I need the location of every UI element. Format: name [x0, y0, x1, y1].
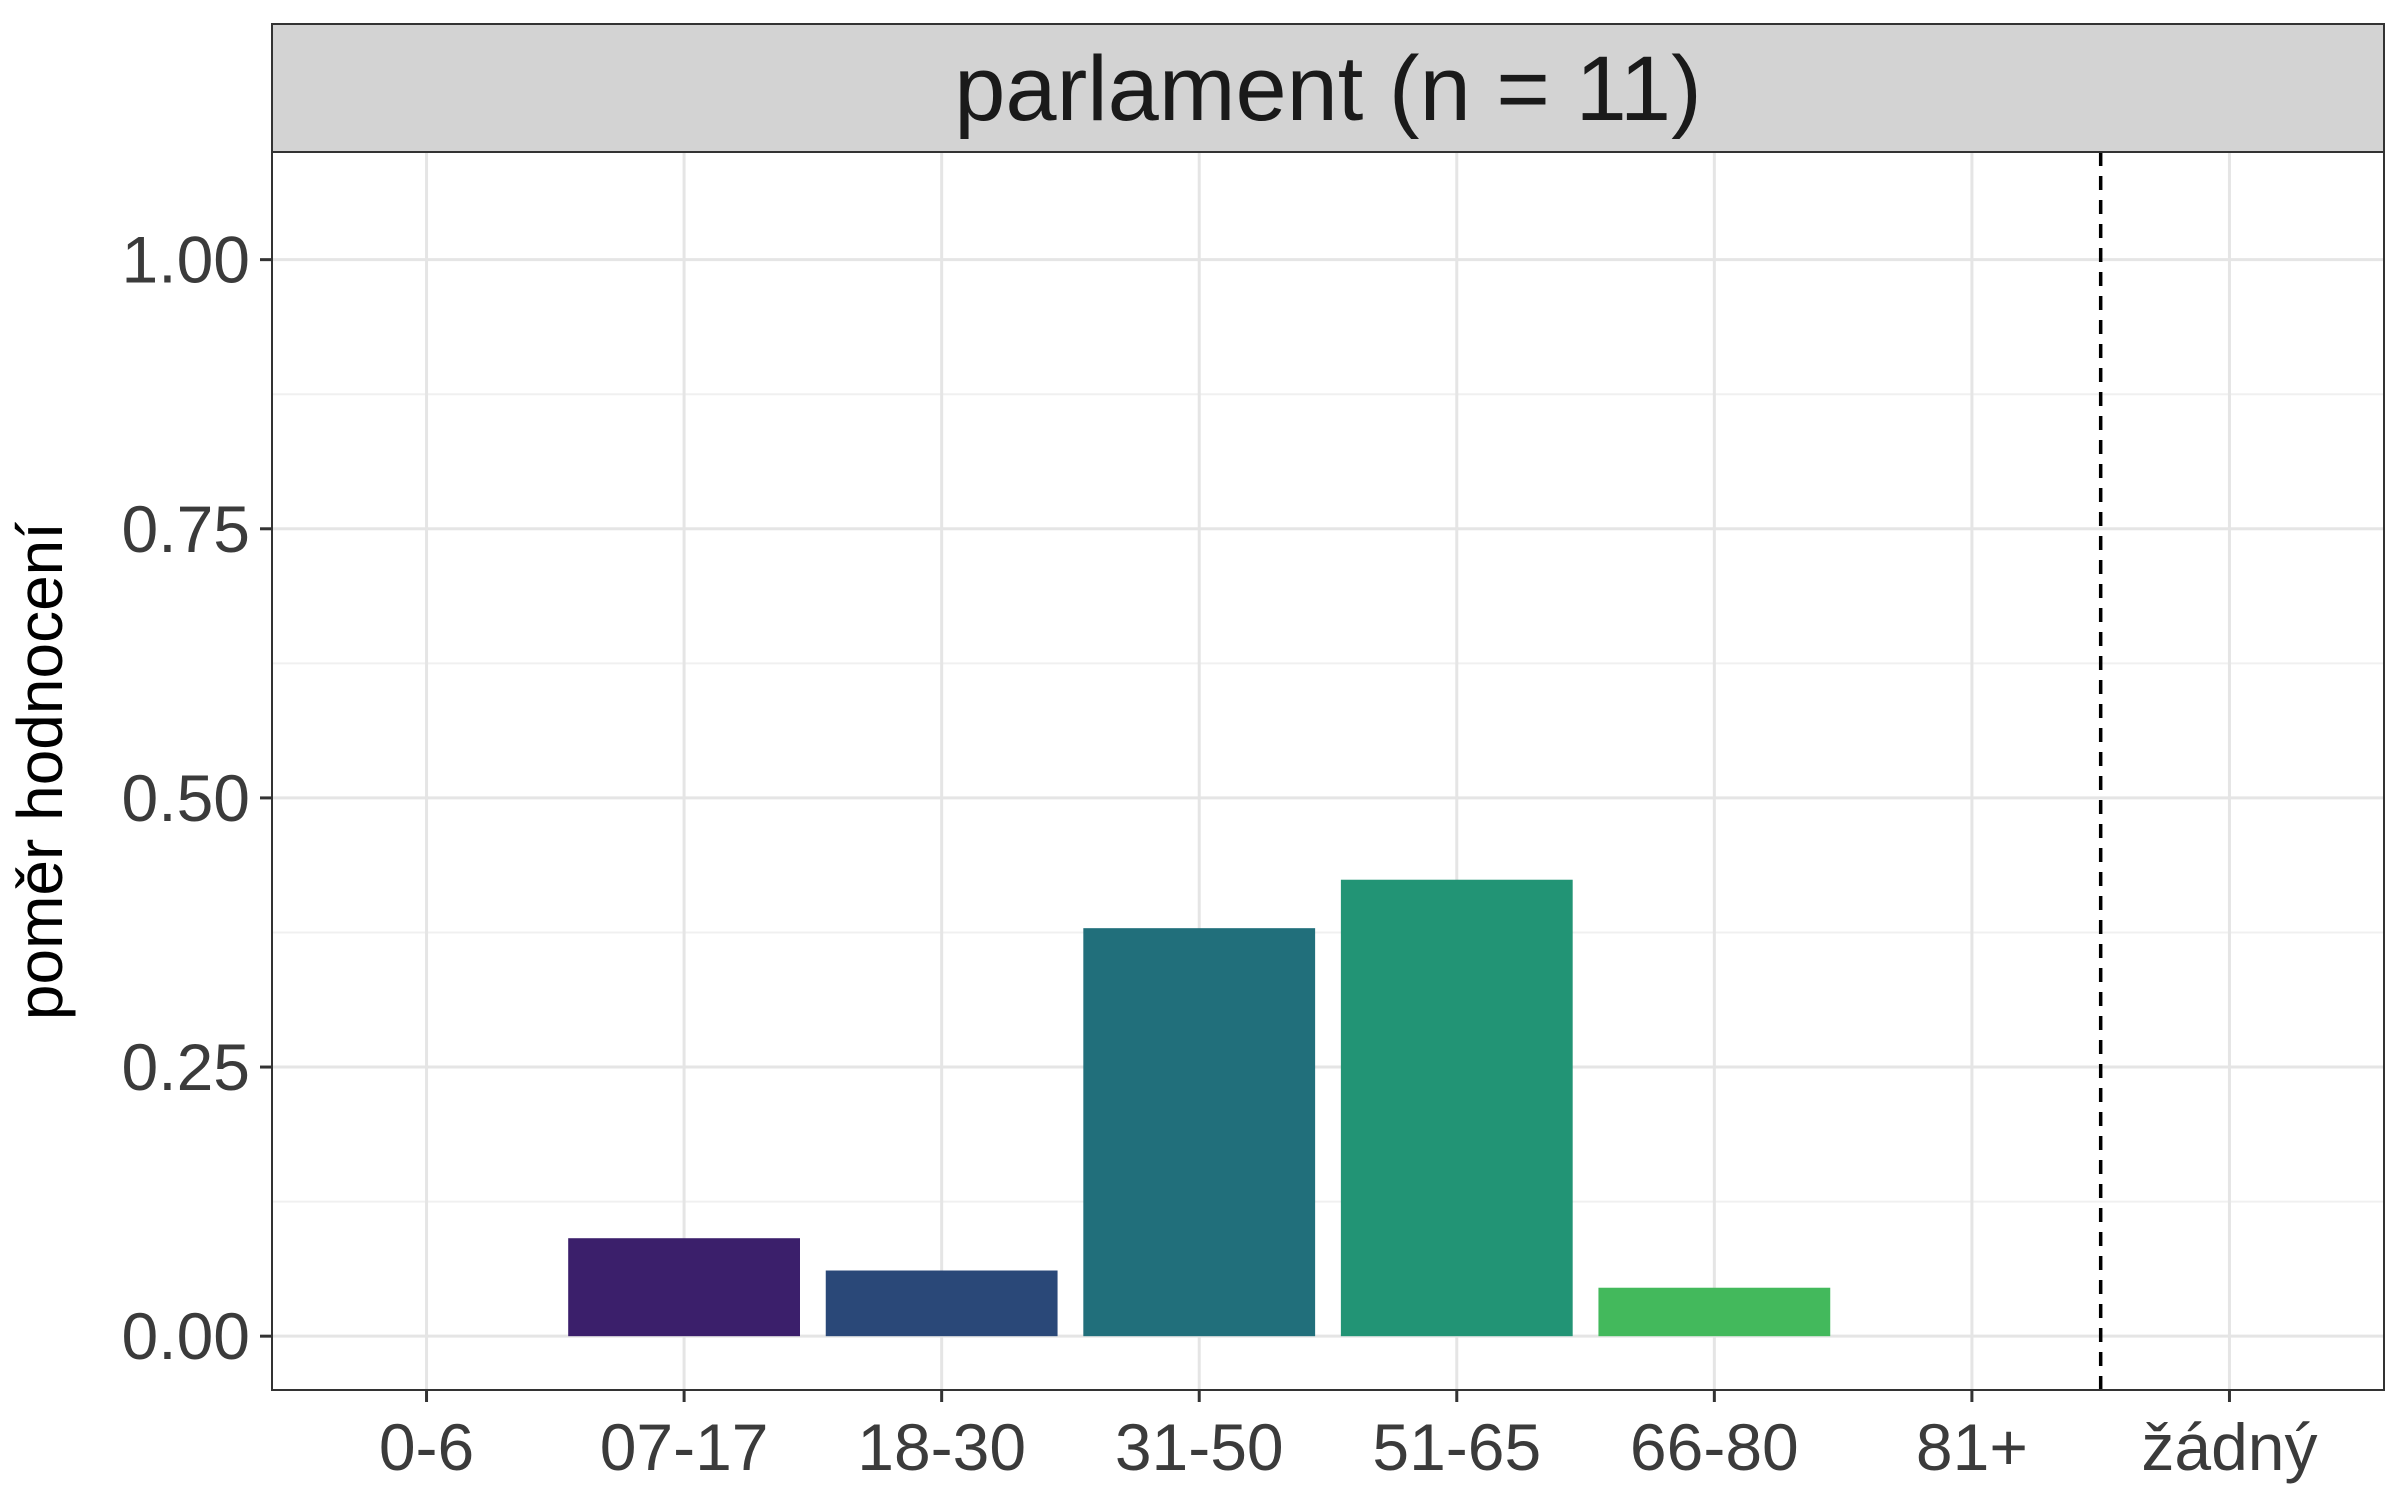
- bar-51-65: [1340, 879, 1573, 1337]
- facet-strip-background: [271, 23, 2385, 153]
- x-tick-label: 18-30: [857, 1410, 1026, 1484]
- x-tick-label: 31-50: [1115, 1410, 1284, 1484]
- y-axis-title: poměr hodnocení: [4, 522, 76, 1020]
- minor-gridlines: [272, 393, 2384, 1203]
- facet-title: parlament (n = 11): [954, 38, 1701, 140]
- major-gridlines: [272, 152, 2384, 1390]
- bar-18-30: [825, 1270, 1058, 1337]
- bar-07-17: [568, 1238, 800, 1337]
- x-tick-label: 66-80: [1630, 1410, 1799, 1484]
- x-axis: 0-6 07-17 18-30 31-50 51-65 66-80 81+ žádný: [379, 1390, 2318, 1484]
- y-tick-label: 0.50: [122, 761, 250, 835]
- facet-strip: parlament (n = 11): [271, 23, 2385, 153]
- y-tick-label: 1.00: [122, 223, 250, 297]
- x-tick-label: 0-6: [379, 1410, 474, 1484]
- panel-border: [271, 151, 2385, 1391]
- x-tick-label: žádný: [2141, 1410, 2317, 1484]
- bar-66-80: [1598, 1287, 1831, 1337]
- x-tick-label: 81+: [1916, 1410, 2028, 1484]
- x-tick-label: 07-17: [600, 1410, 769, 1484]
- y-axis: 0.00 0.25 0.50 0.75 1.00: [122, 223, 272, 1373]
- y-tick-label: 0.75: [122, 492, 250, 566]
- x-tick-label: 51-65: [1372, 1410, 1541, 1484]
- bar-31-50: [1083, 928, 1316, 1337]
- y-tick-label: 0.25: [122, 1030, 250, 1104]
- bars: [568, 879, 1831, 1337]
- y-tick-label: 0.00: [122, 1299, 250, 1373]
